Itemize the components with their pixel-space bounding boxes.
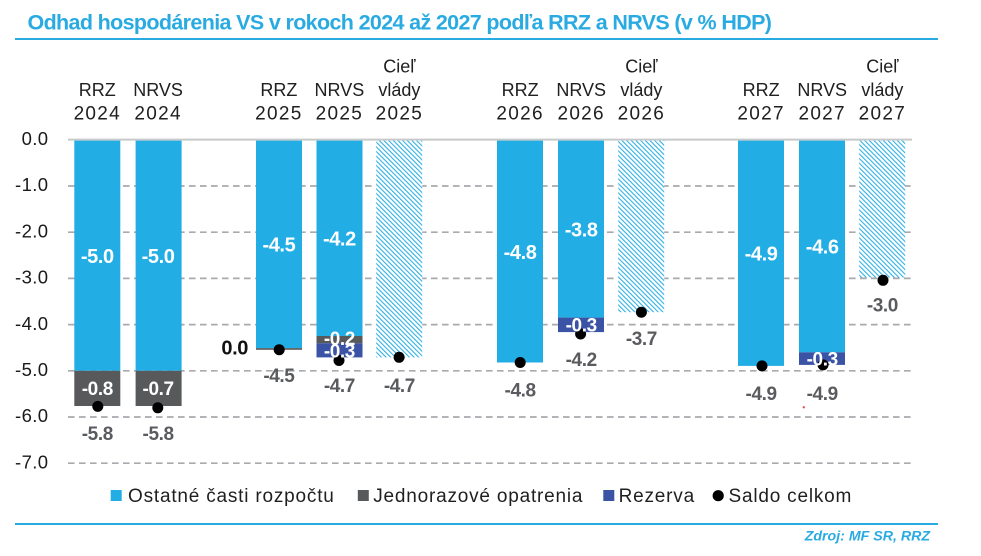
svg-text:-4.8: -4.8 xyxy=(504,242,537,264)
svg-text:-4.9: -4.9 xyxy=(807,384,838,405)
svg-text:2026: 2026 xyxy=(496,104,543,125)
svg-text:-4.9: -4.9 xyxy=(746,384,777,405)
svg-text:-2.0: -2.0 xyxy=(15,220,48,241)
svg-text:Ostatné časti rozpočtu: Ostatné časti rozpočtu xyxy=(128,486,335,507)
svg-text:Zdroj: MF SR, RRZ: Zdroj: MF SR, RRZ xyxy=(804,529,932,545)
svg-text:-3.0: -3.0 xyxy=(867,296,898,317)
svg-text:-0.3: -0.3 xyxy=(324,342,355,363)
svg-text:RRZ: RRZ xyxy=(79,80,116,100)
svg-text:-5.0: -5.0 xyxy=(15,359,48,380)
svg-text:Cieľ: Cieľ xyxy=(866,57,899,77)
svg-text:-0.2: -0.2 xyxy=(324,329,355,350)
svg-text:2024: 2024 xyxy=(134,104,181,125)
svg-text:NRVS: NRVS xyxy=(133,80,183,100)
svg-text:-4.9: -4.9 xyxy=(745,244,778,266)
svg-text:-6.0: -6.0 xyxy=(15,405,48,426)
svg-text:Cieľ: Cieľ xyxy=(383,57,416,77)
svg-text:RRZ: RRZ xyxy=(743,80,780,100)
svg-text:-4.2: -4.2 xyxy=(323,229,356,251)
svg-text:-0.7: -0.7 xyxy=(143,379,174,400)
svg-text:-7.0: -7.0 xyxy=(15,451,48,472)
svg-text:-5.0: -5.0 xyxy=(142,246,175,268)
svg-text:-0.8: -0.8 xyxy=(82,379,113,400)
svg-text:Odhad hospodárenia VS v rokoch: Odhad hospodárenia VS v rokoch 2024 až 2… xyxy=(28,11,772,35)
svg-text:-4.8: -4.8 xyxy=(505,380,536,401)
svg-text:Saldo celkom: Saldo celkom xyxy=(729,486,853,507)
svg-text:2027: 2027 xyxy=(737,104,784,125)
svg-text:2024: 2024 xyxy=(74,104,121,125)
svg-text:NRVS: NRVS xyxy=(556,80,606,100)
svg-text:RRZ: RRZ xyxy=(502,80,539,100)
svg-text:2026: 2026 xyxy=(557,104,604,125)
svg-text:0.0: 0.0 xyxy=(221,338,248,360)
svg-text:RRZ: RRZ xyxy=(260,80,297,100)
svg-text:-4.7: -4.7 xyxy=(384,376,415,397)
svg-text:-4.7: -4.7 xyxy=(324,376,355,397)
svg-text:vlády: vlády xyxy=(620,80,662,100)
svg-text:-5.8: -5.8 xyxy=(143,424,174,445)
svg-text:2025: 2025 xyxy=(255,104,302,125)
svg-text:-1.0: -1.0 xyxy=(15,174,48,195)
svg-text:-5.8: -5.8 xyxy=(82,424,113,445)
svg-text:vlády: vlády xyxy=(861,80,903,100)
svg-text:0.0: 0.0 xyxy=(22,128,49,149)
svg-text:-4.5: -4.5 xyxy=(262,235,295,257)
svg-text:Jednorazové opatrenia: Jednorazové opatrenia xyxy=(373,486,583,507)
svg-text:2025: 2025 xyxy=(376,104,423,125)
svg-text:2027: 2027 xyxy=(859,104,906,125)
svg-text:2026: 2026 xyxy=(618,104,665,125)
svg-text:-3.0: -3.0 xyxy=(15,267,48,288)
svg-text:vlády: vlády xyxy=(378,80,420,100)
svg-text:-4.0: -4.0 xyxy=(15,313,48,334)
svg-text:-5.0: -5.0 xyxy=(81,246,114,268)
svg-text:-0.3: -0.3 xyxy=(807,349,838,370)
svg-text:Cieľ: Cieľ xyxy=(625,57,658,77)
svg-text:NRVS: NRVS xyxy=(797,80,847,100)
svg-text:-0.3: -0.3 xyxy=(566,315,597,336)
svg-text:-4.2: -4.2 xyxy=(566,350,597,371)
svg-text:-4.5: -4.5 xyxy=(263,366,295,387)
svg-text:2025: 2025 xyxy=(316,104,363,125)
svg-text:2027: 2027 xyxy=(798,104,845,125)
svg-text:-3.8: -3.8 xyxy=(565,219,598,241)
svg-text:-4.6: -4.6 xyxy=(806,237,839,259)
svg-text:Rezerva: Rezerva xyxy=(619,486,695,507)
svg-text:NRVS: NRVS xyxy=(315,80,365,100)
svg-text:-3.7: -3.7 xyxy=(626,329,657,350)
